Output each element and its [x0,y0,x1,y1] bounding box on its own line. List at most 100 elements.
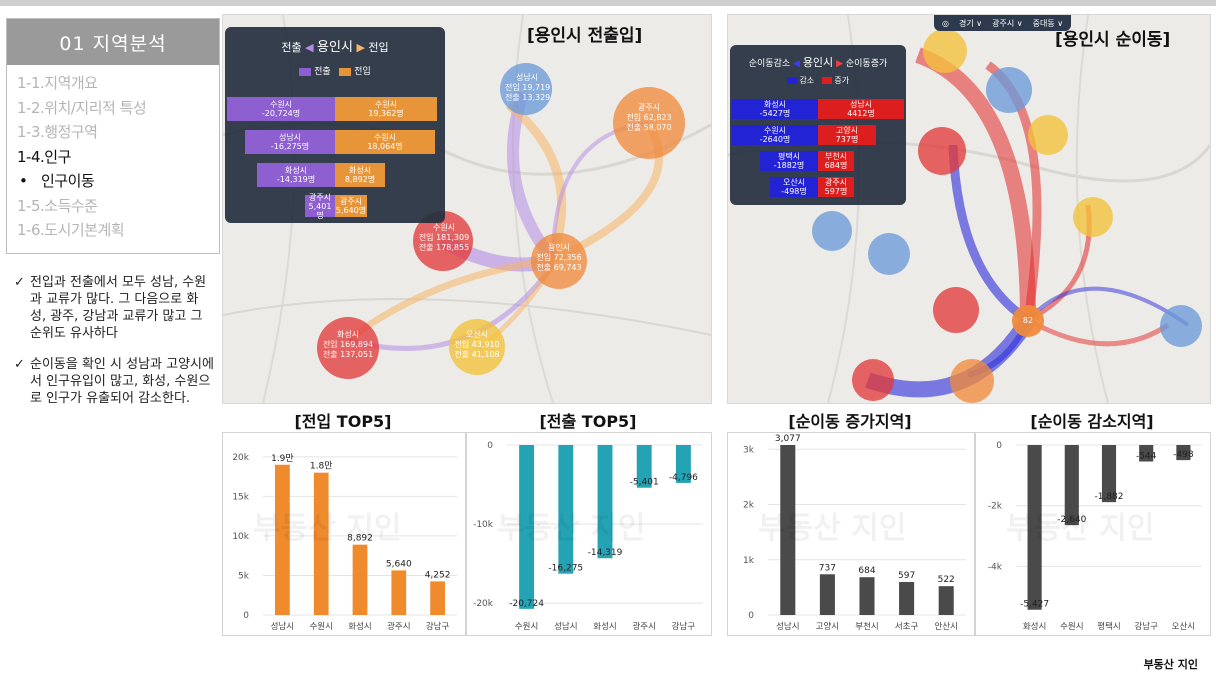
bar[interactable] [675,445,691,483]
toc-item-location[interactable]: 1-2.위치/지리적 특성 [17,98,147,117]
out-bar-3: 화성시 -14,319명 [257,163,335,187]
inc-bar-2: 고양시 737명 [818,125,876,145]
data-label: 8,892 [347,534,373,544]
toc-item-population[interactable]: 1-4.인구 [17,147,71,166]
bar[interactable] [1064,445,1079,526]
data-label: 1.8만 [310,461,333,472]
bubble-hwaseong[interactable] [317,317,379,379]
x-tick-label: 화성시 [348,622,371,632]
region-toolbar: ◎ 경기 ∨ 광주시 ∨ 중대동 ∨ [934,15,1072,31]
bubble-net-yellow3[interactable] [1073,197,1113,237]
map-net[interactable]: 82 ◎ 경기 ∨ 광주시 ∨ 중대동 ∨ [용인시 순이동] 순이동감소 ◀ … [727,14,1211,404]
toc-item-urban-plan[interactable]: 1-6.도시기본계획 [17,221,125,239]
data-label: 1.9만 [271,453,294,464]
bar[interactable] [430,581,445,615]
x-tick-label: 강남구 [672,621,696,632]
y-tick-label: 0 [243,611,249,621]
in-bar-2: 수원시 18,064명 [335,130,435,154]
toc-item-overview[interactable]: 1-1.지역개요 [17,74,98,92]
toc-item-income[interactable]: 1-5.소득수준 [17,196,98,215]
toc-item-admin[interactable]: 1-3.행정구역 [17,123,98,141]
bar[interactable] [391,570,407,615]
bar[interactable] [938,586,954,615]
bubble-net-blue[interactable] [986,67,1032,113]
bar[interactable] [859,577,875,615]
bubble-net-yongin[interactable] [1012,305,1044,337]
chart-net-inc: 부동산 지인 0 1k 2k 3k 3,077 성남시 737 고양시 684 부천시 597 서초구… [727,432,975,636]
bar[interactable] [1139,445,1154,462]
bubble-net-yellow2[interactable] [1028,115,1068,155]
data-label: -16,275 [548,564,583,574]
bar[interactable] [780,445,796,615]
bar[interactable] [558,445,574,574]
section-title: 01 지역분석 [7,19,219,65]
y-tick-label: 15k [232,492,249,502]
bubble-net-red[interactable] [918,127,966,175]
bubble-net-blue4[interactable] [1160,305,1202,347]
bar[interactable] [597,445,613,559]
bubble-gwangju-label: 광주시 전입 62,823 전출 58,070 [626,103,672,132]
bar[interactable] [352,544,368,615]
map-net-title: [용인시 순이동] [1055,30,1171,50]
dong-select[interactable]: 중대동 ∨ [1032,18,1064,28]
notes: ✓ 전입과 전출에서 모두 성남, 수원과 교류가 많다. 그 다음으로 화성,… [14,274,214,421]
net-legend: 순이동감소 ◀ 용인시 ▶ 순이동증가 감소 증가 화성시 -5427명 성남시 4… [730,45,906,205]
y-tick-label: -10k [473,520,494,530]
legend-header: 순이동감소 ◀ 용인시 ▶ 순이동증가 [748,56,888,69]
in-bar-3: 화성시 8,892명 [335,163,385,187]
bar[interactable] [1176,445,1191,461]
data-label: 597 [898,571,915,581]
map-inout-title: [용인시 전출입] [527,26,643,46]
x-tick-label: 강남구 [1134,621,1158,632]
out-bar-2: 성남시 -16,275명 [245,130,335,154]
bubble-net-yellow[interactable] [923,29,967,73]
bubble-net-orange[interactable] [950,359,994,403]
bubble-osan[interactable] [449,319,505,375]
data-label: -4,796 [669,473,698,483]
chart-title-out: [전출 TOP5] [539,412,637,431]
toc-item-migration[interactable]: • 인구이동 [17,169,219,194]
bubble-yongin-label: 용인시 전입 72,356 전출 69,743 [536,243,582,272]
bubble-seongnam[interactable] [500,63,552,115]
x-tick-label: 고양시 [816,621,839,632]
dec-bar-1: 화성시 -5427명 [732,99,818,119]
x-tick-label: 부천시 [855,621,878,632]
y-tick-label: -2k [988,502,1003,512]
y-tick-label: 5k [238,571,250,581]
bubble-net-red2[interactable] [933,287,979,333]
map-inout[interactable]: 성남시 전입 19,719 전출 13,329 광주시 전입 62,823 전출 58,… [222,14,712,404]
chart-title-net-inc: [순이동 증가지역] [788,412,912,431]
bullet-icon: • [19,172,28,190]
bubble-seongnam-label: 성남시 전입 19,719 전출 13,329 [505,73,551,102]
chart-net-inc-svg: 0 1k 2k 3k 3,077 성남시 737 고양시 684 부천시 597 서초구 522 안산시 [743,434,966,632]
note-1: ✓ 전입과 전출에서 모두 성남, 수원과 교류가 많다. 그 다음으로 화성,… [14,274,214,342]
toc-item-migration-label: 인구이동 [41,172,95,190]
bubble-net-blue3[interactable] [868,233,910,275]
x-tick-label: 성남시 [776,622,799,632]
y-tick-label: 20k [232,453,249,463]
bubble-net-red3[interactable] [852,359,894,401]
bar[interactable] [1101,445,1117,503]
province-select[interactable]: 경기 ∨ [958,18,983,28]
bar[interactable] [313,472,329,615]
footer-brand: 부동산 지인 [1143,658,1198,671]
bubble-gwangju[interactable] [613,87,685,159]
city-select[interactable]: 광주시 ∨ [992,18,1023,28]
chart-in-top5: 부동산 지인 0 5k 10k 15k 20k 1.9만 성남시 1.8만 수원시 8,892 화성… [222,432,466,636]
watermark: 부동산 지인 [1006,511,1155,546]
bar[interactable] [275,464,290,615]
data-label: -544 [1136,452,1157,462]
bubble-yongin[interactable] [531,233,587,289]
bar[interactable] [1027,445,1042,610]
data-label: 4,252 [425,570,451,580]
bar[interactable] [519,445,535,609]
toc-list: 1-1.지역개요 1-2.위치/지리적 특성 1-3.행정구역 1-4.인구 •… [7,65,219,243]
bubble-net-blue2[interactable] [812,211,852,251]
data-label: -14,319 [588,548,623,558]
bar[interactable] [899,582,915,615]
chart-out-top5: 부동산 지인 0 -10k -20k -20,724 수원시 -16,275 성남시 -14,… [466,432,712,636]
bar[interactable] [636,445,652,488]
x-tick-label: 성남시 [554,622,577,632]
bar[interactable] [819,574,835,615]
